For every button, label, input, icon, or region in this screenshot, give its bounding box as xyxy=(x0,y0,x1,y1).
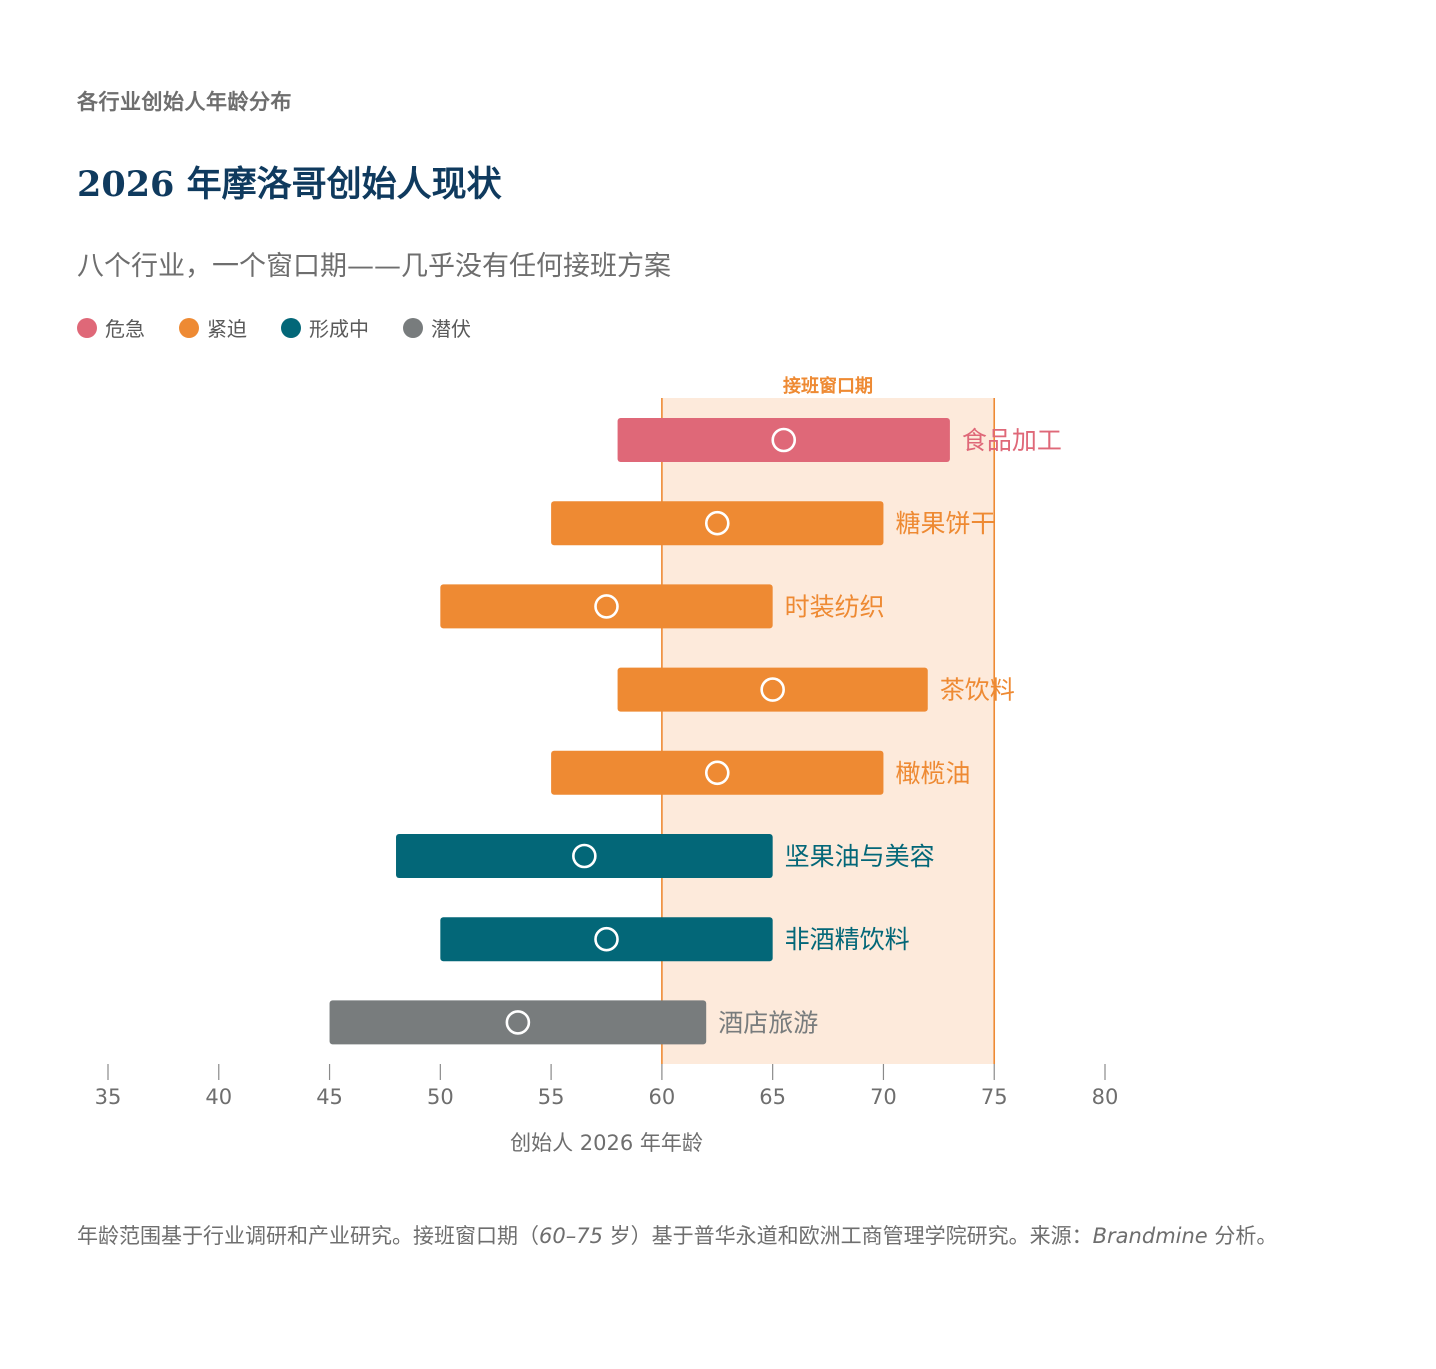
bar-5 xyxy=(396,834,773,878)
tick-label-1: 40 xyxy=(205,1085,232,1109)
bar-6 xyxy=(440,917,773,962)
legend-swatch xyxy=(179,317,199,338)
bar-0 xyxy=(617,418,950,462)
window-band xyxy=(661,398,995,1064)
legend-label: 危急 xyxy=(105,317,145,341)
bar-label-6: 非酒精饮料 xyxy=(785,925,910,954)
tick-label-5: 60 xyxy=(649,1085,676,1109)
footnote-text: 分析。 xyxy=(1207,1224,1278,1248)
bar-3 xyxy=(617,667,928,712)
window-label: 接班窗口期 xyxy=(783,375,873,397)
bar-label-2: 时装纺织 xyxy=(785,592,885,621)
footnote-text: 岁）基于普华永道和欧洲工商管理学院研究。来源： xyxy=(602,1224,1093,1248)
median-marker-6 xyxy=(594,926,619,952)
median-marker-2 xyxy=(594,594,619,619)
page-title: 2026 年摩洛哥创始人现状 xyxy=(77,164,502,205)
tick-label-3: 50 xyxy=(427,1085,454,1109)
legend-swatch xyxy=(281,317,301,338)
footnote-range: 60–75 xyxy=(539,1224,603,1248)
bar-label-5: 坚果油与美容 xyxy=(785,842,935,871)
tick-label-6: 65 xyxy=(759,1085,786,1109)
legend: 危急 紧迫 形成中 潜伏 xyxy=(77,313,505,342)
bar-7 xyxy=(329,1000,707,1045)
median-marker-5 xyxy=(572,843,597,869)
median-marker-7 xyxy=(505,1010,531,1035)
bar-label-1: 糖果饼干 xyxy=(895,509,995,538)
bar-label-7: 酒店旅游 xyxy=(718,1008,818,1037)
legend-swatch xyxy=(77,317,97,338)
x-axis-label: 创始人 2026 年年龄 xyxy=(510,1131,703,1155)
bar-4 xyxy=(551,750,884,795)
bar-label-4: 橄榄油 xyxy=(895,759,970,788)
legend-item-urgent: 紧迫 xyxy=(179,313,247,342)
bar-1 xyxy=(551,501,884,546)
page-subtitle: 八个行业，一个窗口期——几乎没有任何接班方案 xyxy=(77,251,671,282)
bar-label-0: 食品加工 xyxy=(962,426,1062,455)
tick-label-7: 70 xyxy=(870,1085,897,1109)
median-marker-3 xyxy=(760,677,785,702)
kicker: 各行业创始人年龄分布 xyxy=(77,90,292,114)
median-marker-1 xyxy=(704,510,730,536)
x-axis: 35 40 45 50 55 60 65 70 75 80 创始人 2026 年年龄 xyxy=(95,1064,1119,1155)
legend-swatch xyxy=(403,317,423,338)
legend-label: 形成中 xyxy=(309,317,369,341)
legend-label: 潜伏 xyxy=(431,317,471,341)
legend-item-forming: 形成中 xyxy=(281,313,369,342)
tick-label-8: 75 xyxy=(981,1085,1008,1109)
tick-label-0: 35 xyxy=(95,1085,122,1109)
legend-item-critical: 危急 xyxy=(77,313,145,342)
tick-label-4: 55 xyxy=(538,1085,565,1109)
footnote-source: Brandmine xyxy=(1092,1224,1208,1248)
legend-item-latent: 潜伏 xyxy=(403,313,471,342)
median-marker-0 xyxy=(771,427,797,453)
footnote-text: 年龄范围基于行业调研和产业研究。接班窗口期（ xyxy=(77,1224,539,1248)
footnote: 年龄范围基于行业调研和产业研究。接班窗口期（60–75 岁）基于普华永道和欧洲工… xyxy=(77,1220,1367,1253)
tick-label-2: 45 xyxy=(316,1085,343,1109)
legend-label: 紧迫 xyxy=(207,317,247,341)
median-marker-4 xyxy=(704,760,730,786)
tick-label-9: 80 xyxy=(1092,1085,1119,1109)
bar-2 xyxy=(440,584,773,629)
bar-label-3: 茶饮料 xyxy=(940,676,1015,705)
